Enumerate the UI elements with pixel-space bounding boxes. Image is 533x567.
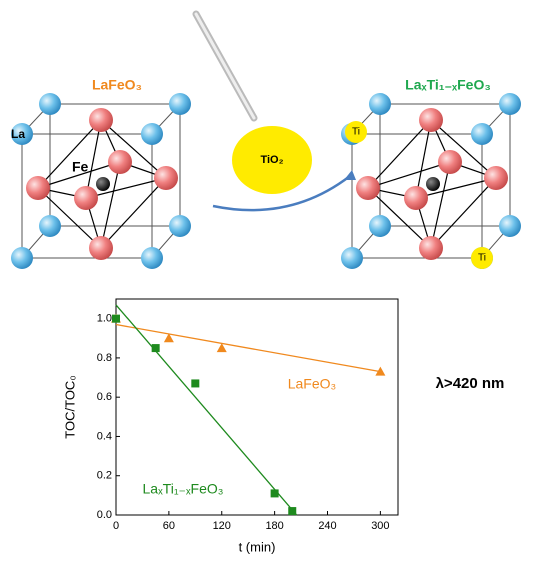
doped-structure — [340, 92, 522, 270]
y-tick-label: 0.4 — [97, 430, 112, 442]
side-note: λ>420 nm — [436, 375, 505, 392]
point — [163, 333, 174, 343]
y-axis-label: TOC/TOC₀ — [62, 375, 77, 438]
y-tick-label: 1.0 — [97, 313, 112, 325]
point — [270, 489, 279, 498]
point — [191, 379, 200, 388]
arrow-head — [344, 170, 356, 180]
lafeo3-structure — [10, 92, 192, 270]
x-tick-label: 120 — [213, 520, 231, 532]
y-tick-label: 0.8 — [97, 352, 112, 364]
series-label: LaFeO₃ — [288, 376, 337, 392]
plot-frame — [115, 298, 399, 516]
pipette — [192, 10, 258, 122]
la-label: La — [11, 127, 25, 141]
point — [151, 344, 160, 353]
x-axis-label: t (min) — [239, 539, 276, 554]
x-tick-label: 180 — [265, 520, 283, 532]
series-label: LaₓTi₁₋ₓFeO₃ — [143, 481, 224, 497]
point — [288, 507, 297, 516]
point — [112, 314, 120, 323]
ti-label: Ti — [352, 127, 360, 138]
point — [216, 343, 227, 353]
x-tick-label: 60 — [163, 520, 175, 532]
fit-line — [115, 304, 298, 516]
ti-atom — [345, 121, 367, 143]
ti-label: Ti — [478, 253, 486, 264]
left-title: LaFeO₃ — [92, 77, 142, 93]
right-title: LaₓTi₁₋ₓFeO₃ — [405, 77, 491, 93]
tio2-label: TiO₂ — [260, 154, 283, 166]
y-tick-label: 0.0 — [97, 509, 112, 521]
y-tick-label: 0.2 — [97, 470, 112, 482]
y-tick-label: 0.6 — [97, 391, 112, 403]
fit-line — [115, 323, 381, 373]
x-tick-label: 300 — [371, 520, 389, 532]
tio2-drop — [232, 126, 312, 194]
plot: 0 60 120 180 240 300 0.0 0.2 0.4 0.6 0.8 1.0 t (min)… — [62, 298, 399, 554]
fe-label: Fe — [72, 159, 89, 175]
x-tick-label: 0 — [113, 520, 119, 532]
arrow — [212, 175, 351, 212]
point — [375, 366, 386, 376]
x-tick-label: 240 — [318, 520, 336, 532]
ti-atom — [471, 247, 493, 269]
